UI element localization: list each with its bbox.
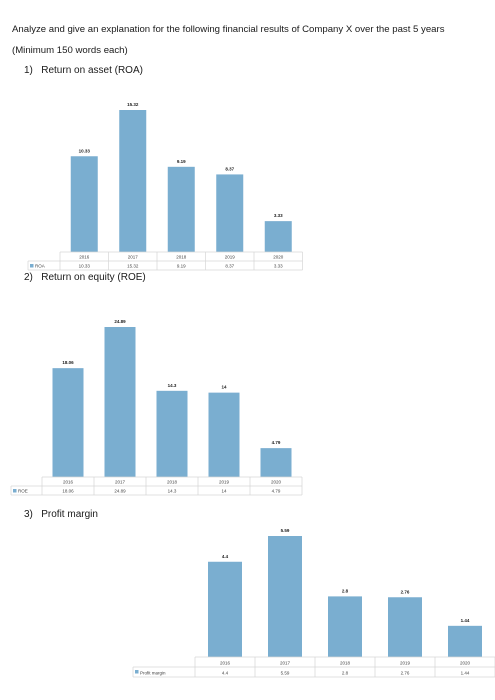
- profit-margin-legend-label: Profit margin: [140, 671, 166, 676]
- question-intro: Analyze and give an explanation for the …: [12, 24, 445, 35]
- word-requirement: (Minimum 150 words each): [12, 45, 128, 56]
- roe-data-label-2017: 24.89: [114, 319, 126, 324]
- roa-category-label-2020: 2020: [273, 255, 284, 260]
- roa-table-value-2017: 15.32: [127, 264, 139, 269]
- roa-bar-2016: [70, 156, 98, 252]
- profit-margin-table-value-2019: 2.76: [401, 671, 410, 676]
- roa-data-label-2017: 15.32: [127, 102, 139, 107]
- roa-data-label-2020: 3.33: [274, 213, 283, 218]
- roa-category-label-2019: 2019: [225, 255, 236, 260]
- profit-margin-data-label-2020: 1.44: [461, 618, 470, 623]
- roe-table-value-2016: 18.06: [62, 489, 74, 494]
- roe-category-label-2016: 2016: [63, 480, 74, 485]
- roe-data-label-2018: 14.3: [168, 383, 177, 388]
- roa-data-label-2019: 8.37: [225, 166, 234, 171]
- roa-bar-2019: [216, 174, 244, 252]
- roa-table-value-2018: 9.19: [177, 264, 186, 269]
- roe-bar-2017: [104, 327, 136, 477]
- roa-bar-2017: [119, 110, 147, 252]
- profit-margin-bar-2020: [448, 625, 482, 657]
- profit-margin-data-label-2017: 5.59: [281, 528, 290, 533]
- roe-category-label-2020: 2020: [271, 480, 282, 485]
- roa-category-label-2016: 2016: [79, 255, 90, 260]
- roe-bar-2018: [156, 390, 188, 477]
- roe-data-label-2019: 14: [221, 385, 227, 390]
- profit-margin-table-value-2016: 4.4: [222, 671, 229, 676]
- profit-margin-table-value-2018: 2.8: [342, 671, 349, 676]
- profit-margin-legend-key: [135, 670, 139, 674]
- question-3-heading: 3) Profit margin: [24, 509, 98, 520]
- roe-data-label-2020: 4.79: [272, 440, 281, 445]
- roe-legend-label: ROE: [18, 489, 28, 494]
- question-1-title: Return on asset (ROA): [41, 65, 143, 76]
- roe-table-value-2018: 14.3: [168, 489, 177, 494]
- profit-margin-data-label-2018: 2.8: [342, 588, 349, 593]
- profit-margin-category-label-2020: 2020: [460, 661, 471, 666]
- profit-margin-data-label-2016: 4.4: [222, 554, 229, 559]
- question-3-number: 3): [24, 509, 33, 520]
- roe-chart: 18.06 24.89 14.3 14 4.79 2016 18.06 2017 24.89 20…: [10, 319, 303, 496]
- profit-margin-bar-2017: [268, 536, 302, 657]
- roa-chart: 10.33 15.32 9.19 8.37 3.33 2016 10.33 2017 15.32…: [27, 102, 303, 271]
- roe-bar-2020: [260, 448, 292, 477]
- roa-legend-label: ROA: [35, 264, 45, 269]
- profit-margin-chart: 4.4 5.59 2.8 2.76 1.44 2016 4.4 2017 5.59 2018 2.8…: [132, 528, 495, 678]
- question-2-heading: 2) Return on equity (ROE): [24, 272, 146, 283]
- profit-margin-data-label-2019: 2.76: [401, 589, 410, 594]
- question-1-heading: 1) Return on asset (ROA): [24, 65, 143, 76]
- profit-margin-bar-2018: [328, 596, 362, 657]
- roe-category-label-2018: 2018: [167, 480, 178, 485]
- roa-table-value-2020: 3.33: [274, 264, 283, 269]
- roa-table-value-2019: 8.37: [225, 264, 234, 269]
- roa-bar-2018: [167, 166, 195, 252]
- roa-category-label-2017: 2017: [128, 255, 139, 260]
- roe-table-value-2017: 24.89: [114, 489, 126, 494]
- roa-legend-key: [30, 264, 34, 268]
- roe-legend-key: [13, 489, 17, 493]
- roa-table-value-2016: 10.33: [79, 264, 91, 269]
- question-1-number: 1): [24, 65, 33, 76]
- profit-margin-bar-2019: [388, 597, 422, 657]
- roe-data-label-2016: 18.06: [62, 360, 74, 365]
- roe-bar-2019: [208, 392, 240, 477]
- profit-margin-category-label-2016: 2016: [220, 661, 231, 666]
- roa-data-label-2018: 9.19: [177, 159, 186, 164]
- profit-margin-category-label-2018: 2018: [340, 661, 351, 666]
- question-2-title: Return on equity (ROE): [41, 272, 146, 283]
- profit-margin-table-value-2020: 1.44: [461, 671, 470, 676]
- roa-bar-2020: [264, 221, 292, 252]
- roe-table-value-2019: 14: [221, 489, 227, 494]
- question-3-title: Profit margin: [41, 509, 98, 520]
- roa-category-label-2018: 2018: [176, 255, 187, 260]
- profit-margin-category-label-2019: 2019: [400, 661, 411, 666]
- roe-table-value-2020: 4.79: [272, 489, 281, 494]
- profit-margin-category-label-2017: 2017: [280, 661, 291, 666]
- roe-category-label-2019: 2019: [219, 480, 230, 485]
- profit-margin-bar-2016: [208, 561, 242, 657]
- roe-category-label-2017: 2017: [115, 480, 126, 485]
- question-2-number: 2): [24, 272, 33, 283]
- roe-bar-2016: [52, 368, 84, 477]
- profit-margin-table-value-2017: 5.59: [281, 671, 290, 676]
- roa-data-label-2016: 10.33: [79, 148, 91, 153]
